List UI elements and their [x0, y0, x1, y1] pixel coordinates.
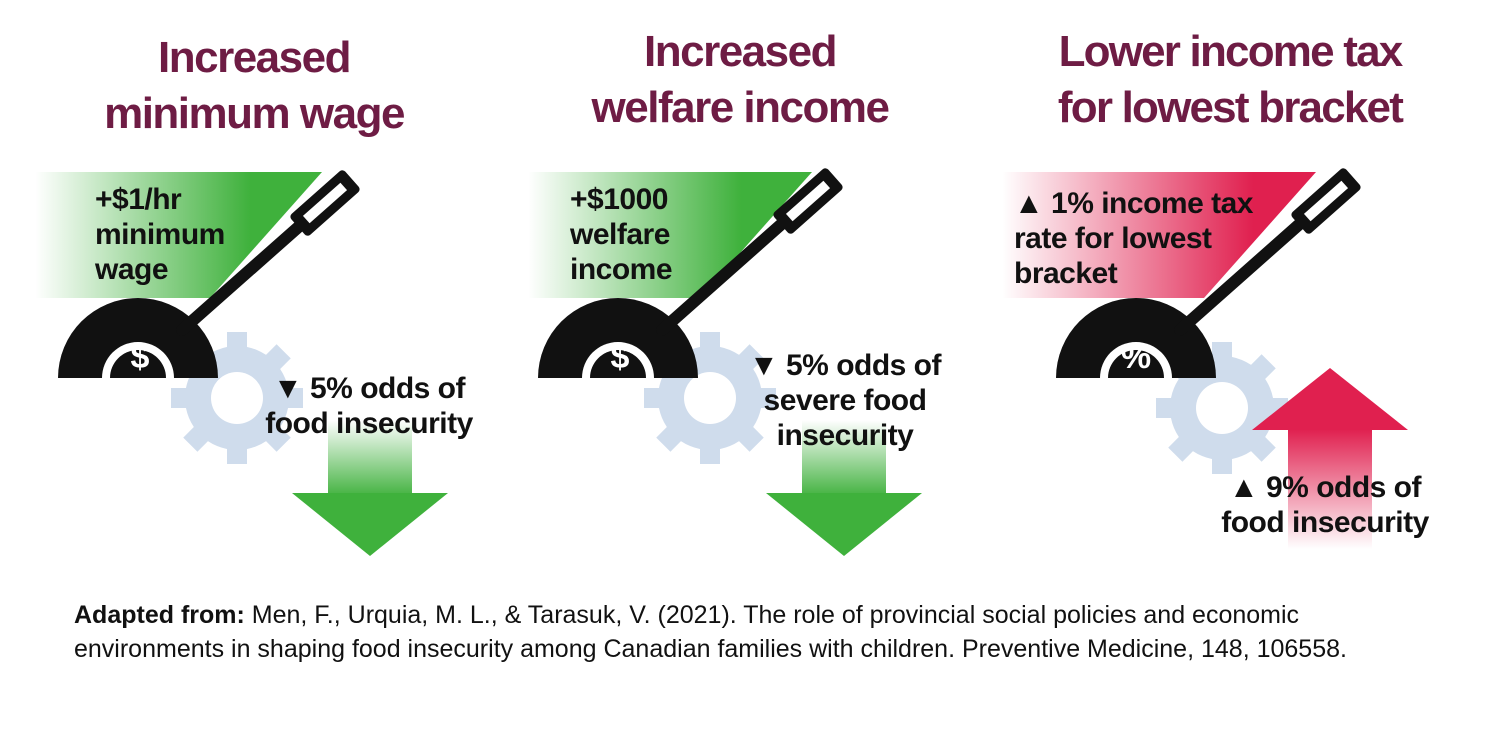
- citation-label: Adapted from:: [74, 601, 245, 629]
- gauge-dial: [538, 298, 698, 378]
- gauge-dial: [58, 298, 218, 378]
- gauge-dial: [1056, 298, 1216, 378]
- lever-handle: [1174, 168, 1361, 336]
- lever-label-line: bracket: [1014, 257, 1118, 290]
- lever-label: +$1/hr minimum wage: [95, 182, 225, 287]
- policy-lever-graphic: $: [35, 170, 448, 556]
- effect-label-line: insecurity: [776, 419, 914, 452]
- panel-welfare-income: Increased welfare income: [490, 0, 990, 580]
- effect-label-line: ▲ 9% odds of: [1228, 471, 1422, 504]
- lever-label-line: income: [570, 253, 673, 286]
- policy-lever-graphic: %: [1002, 168, 1408, 549]
- panel-title-line: Lower income tax: [1058, 27, 1404, 76]
- effect-label-line: food insecurity: [1221, 506, 1429, 539]
- effect-label: ▲ 9% odds of food insecurity: [1200, 470, 1450, 540]
- lever-label-line: minimum: [95, 218, 225, 251]
- lever-banner: [35, 172, 322, 298]
- panel-title: Increased welfare income: [490, 24, 990, 136]
- lever-label-line: ▲ 1% income tax: [1014, 187, 1253, 220]
- arrow-down-icon: [292, 420, 448, 556]
- effect-label-line: ▼ 5% odds of: [272, 372, 466, 405]
- policy-lever-graphic: $: [528, 168, 922, 556]
- arrow-down-icon: [766, 420, 922, 556]
- lever-label-line: +$1/hr: [95, 183, 182, 216]
- effect-label: ▼ 5% odds of severe food insecurity: [720, 348, 970, 453]
- citation-text: Men, F., Urquia, M. L., & Tarasuk, V. (2…: [74, 601, 1347, 663]
- effect-label-line: severe food: [763, 384, 927, 417]
- lever-label-line: wage: [95, 253, 169, 286]
- lever-label-line: rate for lowest: [1014, 222, 1212, 255]
- panel-title: Lower income tax for lowest bracket: [980, 24, 1480, 136]
- percent-icon: %: [1121, 338, 1151, 376]
- lever-handle: [656, 168, 843, 336]
- citation: Adapted from: Men, F., Urquia, M. L., & …: [74, 598, 1434, 666]
- dollar-icon: $: [611, 338, 630, 376]
- panel-title-line: Increased: [644, 27, 837, 76]
- panel-income-tax: Lower income tax for lowest bracket: [990, 0, 1490, 580]
- lever-label-line: +$1000: [570, 183, 668, 216]
- lever-banner: [528, 172, 812, 298]
- lever-label: +$1000 welfare income: [570, 182, 673, 287]
- lever-label-line: welfare: [570, 218, 670, 251]
- panel-title-line: Increased: [158, 33, 351, 82]
- lever-banner: [1002, 172, 1316, 298]
- panel-title-line: minimum wage: [104, 89, 405, 138]
- panel-minimum-wage: Increased minimum wage: [0, 0, 500, 580]
- dollar-icon: $: [131, 338, 150, 376]
- effect-label-line: ▼ 5% odds of: [748, 349, 942, 382]
- effect-label-line: food insecurity: [265, 407, 473, 440]
- lever-handle: [176, 170, 360, 336]
- panel-title-line: welfare income: [591, 83, 890, 132]
- arrow-up-icon: [1252, 368, 1408, 549]
- panel-title: Increased minimum wage: [4, 30, 504, 142]
- lever-label: ▲ 1% income tax rate for lowest bracket: [1014, 186, 1253, 291]
- panel-title-line: for lowest bracket: [1057, 83, 1404, 132]
- effect-label: ▼ 5% odds of food insecurity: [244, 371, 494, 441]
